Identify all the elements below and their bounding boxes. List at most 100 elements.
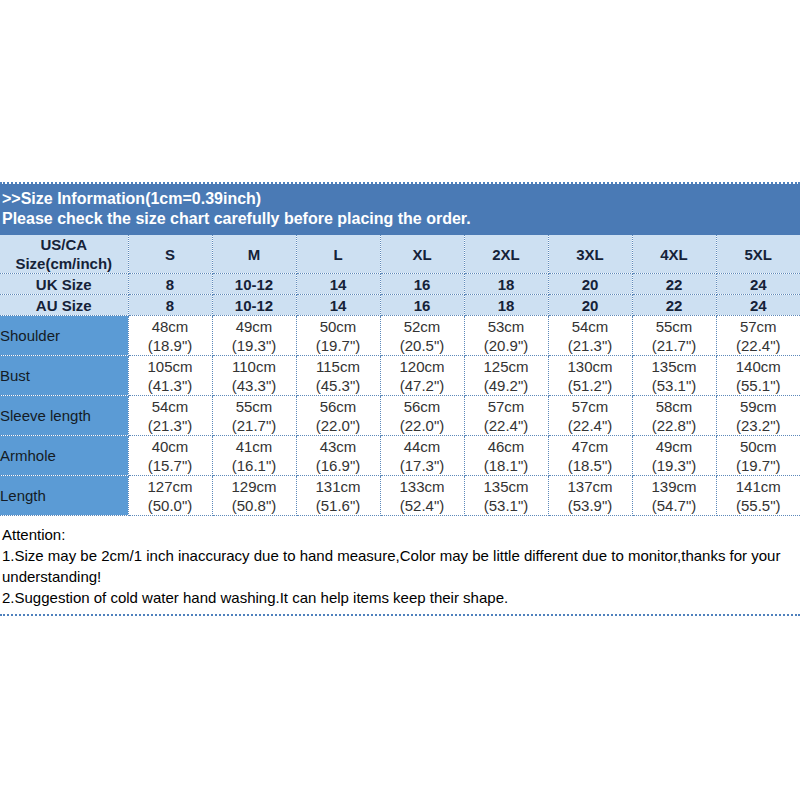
corner-header-cell: US/CA Size(cm/inch): [0, 235, 128, 274]
cm-value: 49cm: [633, 437, 716, 456]
cm-value: 56cm: [381, 397, 464, 416]
cm-value: 137cm: [549, 477, 632, 496]
cm-value: 57cm: [549, 397, 632, 416]
uk-size-value-4xl: 22: [632, 274, 716, 295]
size-column-header-4xl: 4XL: [632, 235, 716, 274]
measurement-cell-sleeve-length-m: 55cm(21.7"): [212, 396, 296, 436]
inch-value: (18.5"): [549, 456, 632, 475]
size-column-header-3xl: 3XL: [548, 235, 632, 274]
inch-value: (19.3"): [633, 456, 716, 475]
inch-value: (55.1"): [717, 376, 800, 395]
size-column-header-m: M: [212, 235, 296, 274]
cm-value: 120cm: [381, 357, 464, 376]
measurement-cell-armhole-4xl: 49cm(19.3"): [632, 436, 716, 476]
size-chart-page: >>Size Information(1cm=0.39inch) Please …: [0, 0, 800, 800]
inch-value: (21.3"): [129, 416, 212, 435]
size-chart-content: >>Size Information(1cm=0.39inch) Please …: [0, 182, 800, 616]
size-column-header-s: S: [128, 235, 212, 274]
inch-value: (20.5"): [381, 336, 464, 355]
measurement-cell-length-m: 129cm(50.8"): [212, 476, 296, 516]
inch-value: (16.9"): [297, 456, 380, 475]
uk-size-value-l: 14: [296, 274, 380, 295]
measurement-cell-sleeve-length-s: 54cm(21.3"): [128, 396, 212, 436]
inch-value: (22.0"): [297, 416, 380, 435]
corner-header-line1: US/CA: [0, 235, 128, 254]
inch-value: (53.1"): [633, 376, 716, 395]
measurement-cell-sleeve-length-2xl: 57cm(22.4"): [464, 396, 548, 436]
inch-value: (54.7"): [633, 496, 716, 515]
cm-value: 131cm: [297, 477, 380, 496]
inch-value: (22.8"): [633, 416, 716, 435]
uk-size-value-3xl: 20: [548, 274, 632, 295]
inch-value: (21.7"): [633, 336, 716, 355]
cm-value: 129cm: [213, 477, 296, 496]
measurement-cell-bust-s: 105cm(41.3"): [128, 356, 212, 396]
cm-value: 58cm: [633, 397, 716, 416]
measurement-cell-length-xl: 133cm(52.4"): [380, 476, 464, 516]
measurement-cell-length-l: 131cm(51.6"): [296, 476, 380, 516]
cm-value: 49cm: [213, 317, 296, 336]
measurement-cell-bust-3xl: 130cm(51.2"): [548, 356, 632, 396]
uk-size-label: UK Size: [0, 274, 128, 295]
size-header-row: US/CA Size(cm/inch) SMLXL2XL3XL4XL5XL: [0, 235, 800, 274]
inch-value: (21.7"): [213, 416, 296, 435]
measurement-cell-armhole-3xl: 47cm(18.5"): [548, 436, 632, 476]
inch-value: (22.4"): [549, 416, 632, 435]
measurement-cell-bust-m: 110cm(43.3"): [212, 356, 296, 396]
measurement-cell-shoulder-m: 49cm(19.3"): [212, 316, 296, 356]
measurement-label-bust: Bust: [0, 356, 128, 396]
attention-note-1: 1.Size may be 2cm/1 inch inaccuracy due …: [2, 545, 798, 587]
measurement-cell-sleeve-length-4xl: 58cm(22.8"): [632, 396, 716, 436]
measurement-cell-shoulder-s: 48cm(18.9"): [128, 316, 212, 356]
cm-value: 135cm: [465, 477, 548, 496]
cm-value: 59cm: [717, 397, 800, 416]
inch-value: (45.3"): [297, 376, 380, 395]
measurement-label-shoulder: Shoulder: [0, 316, 128, 356]
au-size-row: AU Size 810-12141618202224: [0, 295, 800, 316]
measurement-row-armhole: Armhole40cm(15.7")41cm(16.1")43cm(16.9")…: [0, 436, 800, 476]
measurement-cell-shoulder-4xl: 55cm(21.7"): [632, 316, 716, 356]
measurement-cell-armhole-l: 43cm(16.9"): [296, 436, 380, 476]
measurement-cell-armhole-2xl: 46cm(18.1"): [464, 436, 548, 476]
au-size-value-5xl: 24: [716, 295, 800, 316]
measurement-row-sleeve-length: Sleeve length54cm(21.3")55cm(21.7")56cm(…: [0, 396, 800, 436]
cm-value: 57cm: [465, 397, 548, 416]
measurement-cell-sleeve-length-l: 56cm(22.0"): [296, 396, 380, 436]
inch-value: (49.2"): [465, 376, 548, 395]
cm-value: 130cm: [549, 357, 632, 376]
cm-value: 43cm: [297, 437, 380, 456]
inch-value: (47.2"): [381, 376, 464, 395]
inch-value: (51.6"): [297, 496, 380, 515]
measurement-cell-sleeve-length-xl: 56cm(22.0"): [380, 396, 464, 436]
cm-value: 110cm: [213, 357, 296, 376]
size-column-header-l: L: [296, 235, 380, 274]
attention-note-2: 2.Suggestion of cold water hand washing.…: [2, 587, 798, 608]
cm-value: 57cm: [717, 317, 800, 336]
inch-value: (41.3"): [129, 376, 212, 395]
measurement-cell-length-s: 127cm(50.0"): [128, 476, 212, 516]
cm-value: 105cm: [129, 357, 212, 376]
measurement-cell-length-5xl: 141cm(55.5"): [716, 476, 800, 516]
cm-value: 55cm: [213, 397, 296, 416]
cm-value: 52cm: [381, 317, 464, 336]
inch-value: (51.2"): [549, 376, 632, 395]
cm-value: 135cm: [633, 357, 716, 376]
measurement-row-bust: Bust105cm(41.3")110cm(43.3")115cm(45.3")…: [0, 356, 800, 396]
inch-value: (22.0"): [381, 416, 464, 435]
inch-value: (22.4"): [717, 336, 800, 355]
measurement-cell-sleeve-length-3xl: 57cm(22.4"): [548, 396, 632, 436]
measurement-cell-armhole-m: 41cm(16.1"): [212, 436, 296, 476]
inch-value: (52.4"): [381, 496, 464, 515]
cm-value: 55cm: [633, 317, 716, 336]
size-column-header-2xl: 2XL: [464, 235, 548, 274]
au-size-value-s: 8: [128, 295, 212, 316]
top-whitespace: [0, 0, 800, 182]
inch-value: (19.3"): [213, 336, 296, 355]
measurement-label-length: Length: [0, 476, 128, 516]
cm-value: 140cm: [717, 357, 800, 376]
inch-value: (50.8"): [213, 496, 296, 515]
inch-value: (18.1"): [465, 456, 548, 475]
measurement-cell-shoulder-3xl: 54cm(21.3"): [548, 316, 632, 356]
measurement-cell-length-3xl: 137cm(53.9"): [548, 476, 632, 516]
measurement-cell-armhole-5xl: 50cm(19.7"): [716, 436, 800, 476]
